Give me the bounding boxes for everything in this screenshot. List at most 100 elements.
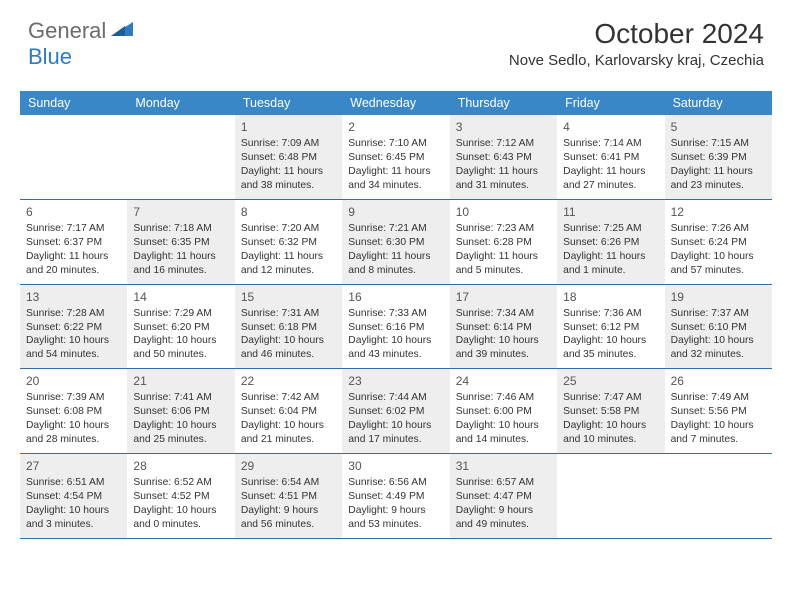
daylight-text: Daylight: 10 hours and 43 minutes.: [348, 334, 443, 362]
sunset-text: Sunset: 6:32 PM: [241, 236, 336, 250]
day-info: Sunrise: 7:18 AMSunset: 6:35 PMDaylight:…: [133, 222, 228, 278]
sunset-text: Sunset: 6:26 PM: [563, 236, 658, 250]
day-number: 27: [26, 458, 121, 474]
day-info: Sunrise: 7:17 AMSunset: 6:37 PMDaylight:…: [26, 222, 121, 278]
day-info: Sunrise: 7:28 AMSunset: 6:22 PMDaylight:…: [26, 307, 121, 363]
day-info: Sunrise: 6:57 AMSunset: 4:47 PMDaylight:…: [456, 476, 551, 532]
sunrise-text: Sunrise: 7:26 AM: [671, 222, 766, 236]
sunrise-text: Sunrise: 6:54 AM: [241, 476, 336, 490]
day-info: Sunrise: 6:52 AMSunset: 4:52 PMDaylight:…: [133, 476, 228, 532]
logo-text-general: General: [28, 18, 106, 44]
day-info: Sunrise: 7:21 AMSunset: 6:30 PMDaylight:…: [348, 222, 443, 278]
sunset-text: Sunset: 6:04 PM: [241, 405, 336, 419]
sunset-text: Sunset: 6:12 PM: [563, 321, 658, 335]
day-cell: 8Sunrise: 7:20 AMSunset: 6:32 PMDaylight…: [235, 200, 342, 284]
daylight-text: Daylight: 10 hours and 46 minutes.: [241, 334, 336, 362]
day-cell: 18Sunrise: 7:36 AMSunset: 6:12 PMDayligh…: [557, 285, 664, 369]
daylight-text: Daylight: 11 hours and 20 minutes.: [26, 250, 121, 278]
daylight-text: Daylight: 10 hours and 25 minutes.: [133, 419, 228, 447]
sunset-text: Sunset: 6:08 PM: [26, 405, 121, 419]
day-cell: 24 Sunrise: 7:46 AMSunset: 6:00 PMDayligh…: [450, 369, 557, 453]
daylight-text: Daylight: 11 hours and 8 minutes.: [348, 250, 443, 278]
day-cell: 7 Sunrise: 7:18 AMSunset: 6:35 PMDaylight…: [127, 200, 234, 284]
sunset-text: Sunset: 6:35 PM: [133, 236, 228, 250]
sunrise-text: Sunrise: 7:31 AM: [241, 307, 336, 321]
day-info: Sunrise: 7:44 AMSunset: 6:02 PMDaylight:…: [348, 391, 443, 447]
daylight-text: Daylight: 10 hours and 21 minutes.: [241, 419, 336, 447]
week-row: 27Sunrise: 6:51 AMSunset: 4:54 PMDayligh…: [20, 454, 772, 539]
daylight-text: Daylight: 11 hours and 5 minutes.: [456, 250, 551, 278]
day-cell: 19 Sunrise: 7:37 AMSunset: 6:10 PMDayligh…: [665, 285, 772, 369]
day-cell-empty: [665, 454, 772, 538]
sunset-text: Sunset: 6:48 PM: [241, 151, 336, 165]
sunset-text: Sunset: 5:56 PM: [671, 405, 766, 419]
daylight-text: Daylight: 10 hours and 0 minutes.: [133, 504, 228, 532]
day-cell: 20Sunrise: 7:39 AMSunset: 6:08 PMDayligh…: [20, 369, 127, 453]
day-number: 31: [456, 458, 551, 474]
daylight-text: Daylight: 9 hours and 49 minutes.: [456, 504, 551, 532]
sunrise-text: Sunrise: 7:46 AM: [456, 391, 551, 405]
day-cell: 9Sunrise: 7:21 AMSunset: 6:30 PMDaylight…: [342, 200, 449, 284]
daylight-text: Daylight: 11 hours and 38 minutes.: [241, 165, 336, 193]
daylight-text: Daylight: 10 hours and 10 minutes.: [563, 419, 658, 447]
day-info: Sunrise: 6:51 AMSunset: 4:54 PMDaylight:…: [26, 476, 121, 532]
sunrise-text: Sunrise: 6:52 AM: [133, 476, 228, 490]
day-header: Monday: [127, 91, 234, 115]
day-info: Sunrise: 7:37 AMSunset: 6:10 PMDaylight:…: [671, 307, 766, 363]
daylight-text: Daylight: 11 hours and 27 minutes.: [563, 165, 658, 193]
day-number: 7: [133, 204, 228, 220]
day-number: 23: [348, 373, 443, 389]
sunrise-text: Sunrise: 7:15 AM: [671, 137, 766, 151]
day-info: Sunrise: 7:47 AMSunset: 5:58 PMDaylight:…: [563, 391, 658, 447]
daylight-text: Daylight: 10 hours and 32 minutes.: [671, 334, 766, 362]
day-cell: 6 Sunrise: 7:17 AMSunset: 6:37 PMDaylight…: [20, 200, 127, 284]
sunrise-text: Sunrise: 7:09 AM: [241, 137, 336, 151]
day-number: 24: [456, 373, 551, 389]
day-cell: 25 Sunrise: 7:47 AMSunset: 5:58 PMDayligh…: [557, 369, 664, 453]
day-number: 20: [26, 373, 121, 389]
day-cell: 3Sunrise: 7:12 AMSunset: 6:43 PMDaylight…: [450, 115, 557, 199]
day-number: 19: [671, 289, 766, 305]
sunrise-text: Sunrise: 7:42 AM: [241, 391, 336, 405]
sunrise-text: Sunrise: 7:23 AM: [456, 222, 551, 236]
day-cell: 23 Sunrise: 7:44 AMSunset: 6:02 PMDayligh…: [342, 369, 449, 453]
day-number: 17: [456, 289, 551, 305]
daylight-text: Daylight: 10 hours and 14 minutes.: [456, 419, 551, 447]
month-title: October 2024: [509, 18, 764, 50]
day-number: 10: [456, 204, 551, 220]
day-cell: 21Sunrise: 7:41 AMSunset: 6:06 PMDayligh…: [127, 369, 234, 453]
logo-text-blue: Blue: [28, 44, 72, 69]
sunset-text: Sunset: 4:49 PM: [348, 490, 443, 504]
day-info: Sunrise: 6:54 AMSunset: 4:51 PMDaylight:…: [241, 476, 336, 532]
week-row: 13Sunrise: 7:28 AMSunset: 6:22 PMDayligh…: [20, 285, 772, 370]
day-number: 4: [563, 119, 658, 135]
daylight-text: Daylight: 11 hours and 34 minutes.: [348, 165, 443, 193]
sunrise-text: Sunrise: 6:51 AM: [26, 476, 121, 490]
day-cell: 10Sunrise: 7:23 AMSunset: 6:28 PMDayligh…: [450, 200, 557, 284]
day-cell: 22 Sunrise: 7:42 AMSunset: 6:04 PMDayligh…: [235, 369, 342, 453]
sunrise-text: Sunrise: 7:47 AM: [563, 391, 658, 405]
day-header: Saturday: [665, 91, 772, 115]
day-cell: 14Sunrise: 7:29 AMSunset: 6:20 PMDayligh…: [127, 285, 234, 369]
sunrise-text: Sunrise: 7:36 AM: [563, 307, 658, 321]
sunrise-text: Sunrise: 7:33 AM: [348, 307, 443, 321]
day-cell: 26Sunrise: 7:49 AMSunset: 5:56 PMDayligh…: [665, 369, 772, 453]
day-cell: 16Sunrise: 7:33 AMSunset: 6:16 PMDayligh…: [342, 285, 449, 369]
day-info: Sunrise: 7:09 AMSunset: 6:48 PMDaylight:…: [241, 137, 336, 193]
sunset-text: Sunset: 6:20 PM: [133, 321, 228, 335]
sunset-text: Sunset: 6:00 PM: [456, 405, 551, 419]
sunrise-text: Sunrise: 7:37 AM: [671, 307, 766, 321]
sunset-text: Sunset: 4:54 PM: [26, 490, 121, 504]
daylight-text: Daylight: 11 hours and 23 minutes.: [671, 165, 766, 193]
logo-triangle-icon: [111, 20, 133, 43]
day-info: Sunrise: 7:46 AMSunset: 6:00 PMDaylight:…: [456, 391, 551, 447]
day-cell: 28Sunrise: 6:52 AMSunset: 4:52 PMDayligh…: [127, 454, 234, 538]
sunrise-text: Sunrise: 7:14 AM: [563, 137, 658, 151]
day-cell-empty: [127, 115, 234, 199]
day-number: 22: [241, 373, 336, 389]
day-number: 25: [563, 373, 658, 389]
day-number: 6: [26, 204, 121, 220]
day-header: Sunday: [20, 91, 127, 115]
day-info: Sunrise: 7:25 AMSunset: 6:26 PMDaylight:…: [563, 222, 658, 278]
sunset-text: Sunset: 4:51 PM: [241, 490, 336, 504]
